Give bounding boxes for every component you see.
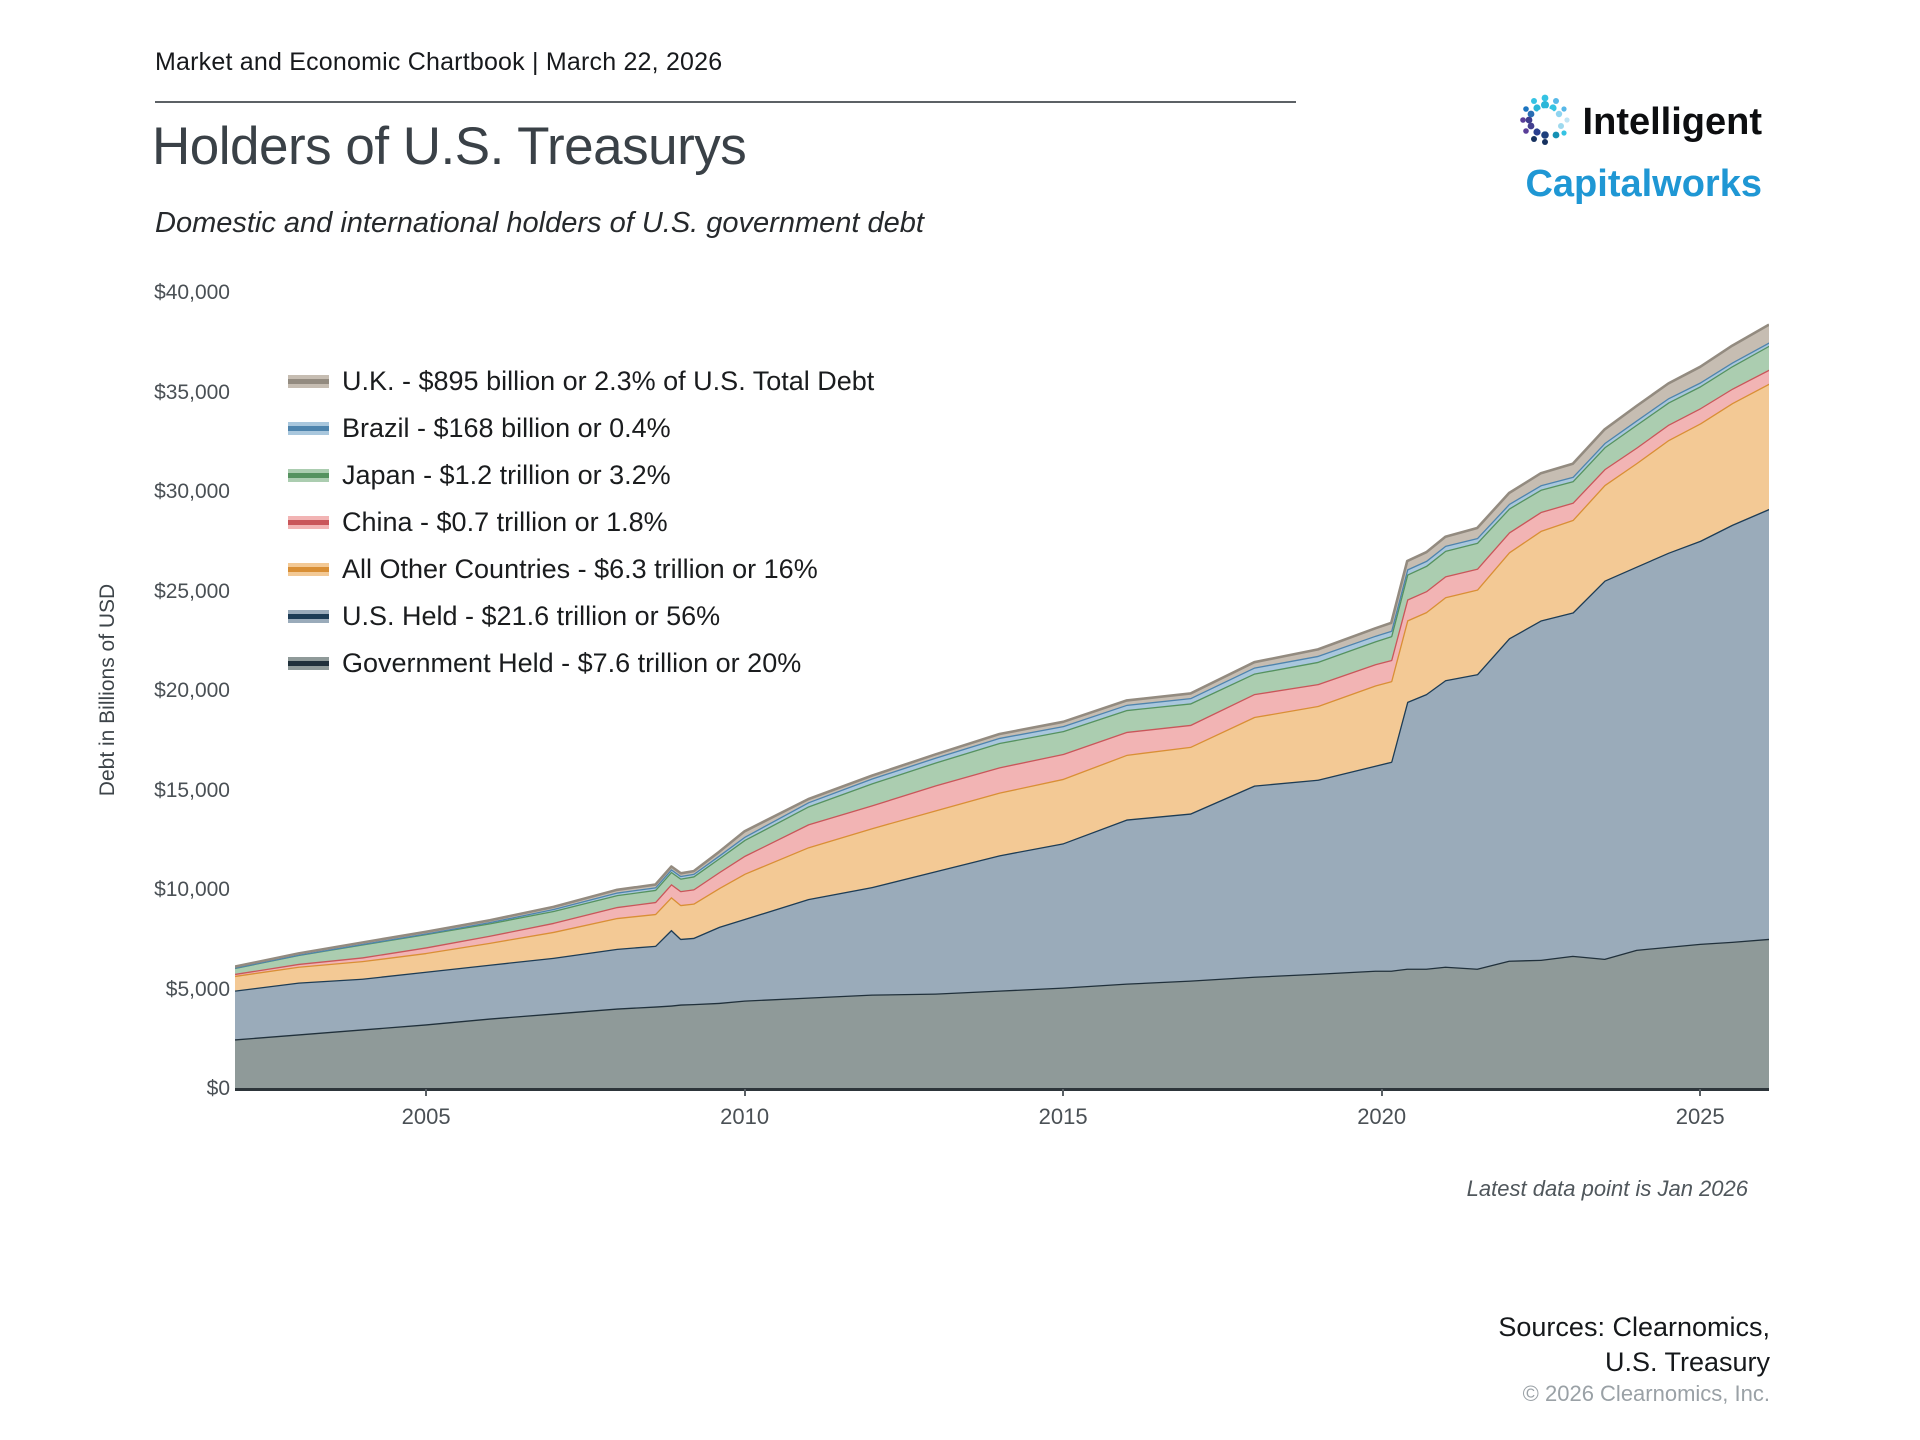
legend-item-brazil: Brazil - $168 billion or 0.4% bbox=[288, 405, 874, 452]
brand-name-line2: Capitalworks bbox=[1525, 163, 1762, 205]
chart-legend: U.K. - $895 billion or 2.3% of U.S. Tota… bbox=[288, 358, 874, 687]
x-tick-label: 2015 bbox=[1038, 1104, 1088, 1129]
area-government bbox=[235, 938, 1769, 1090]
legend-item-all_other: All Other Countries - $6.3 trillion or 1… bbox=[288, 546, 874, 593]
x-tick-mark bbox=[1062, 1089, 1065, 1096]
x-tick-mark bbox=[1380, 1089, 1383, 1096]
legend-label-us_held: U.S. Held - $21.6 trillion or 56% bbox=[342, 601, 721, 631]
y-tick-label: $10,000 bbox=[154, 878, 230, 901]
y-tick-label: $35,000 bbox=[154, 380, 230, 404]
y-tick-label: $30,000 bbox=[154, 480, 230, 503]
chartbook-eyebrow: Market and Economic Chartbook | March 22… bbox=[155, 48, 723, 76]
legend-item-japan: Japan - $1.2 trillion or 3.2% bbox=[288, 452, 874, 499]
area-us_held bbox=[235, 508, 1769, 1040]
sources-line1: Sources: Clearnomics, bbox=[1498, 1312, 1770, 1342]
sources-block: Sources: Clearnomics, U.S. Treasury bbox=[1498, 1310, 1770, 1380]
legend-label-all_other: All Other Countries - $6.3 trillion or 1… bbox=[342, 554, 818, 584]
y-tick-label: $40,000 bbox=[154, 281, 230, 304]
y-tick-label: $5,000 bbox=[165, 977, 230, 1001]
brand-burst-icon: C bbox=[1513, 88, 1577, 156]
legend-item-government: Government Held - $7.6 trillion or 20% bbox=[288, 640, 874, 687]
y-tick-label: $0 bbox=[206, 1077, 230, 1100]
stacked-area-chart bbox=[234, 292, 1770, 1095]
legend-label-brazil: Brazil - $168 billion or 0.4% bbox=[342, 413, 671, 443]
legend-label-government: Government Held - $7.6 trillion or 20% bbox=[342, 648, 802, 678]
x-axis-line bbox=[235, 1088, 1769, 1091]
y-tick-label: $25,000 bbox=[154, 579, 230, 603]
page-subtitle: Domestic and international holders of U.… bbox=[155, 207, 924, 239]
legend-swatch-all_other bbox=[288, 563, 329, 576]
legend-label-china: China - $0.7 trillion or 1.8% bbox=[342, 507, 668, 537]
x-tick-mark bbox=[425, 1089, 428, 1096]
brand-logo: C Intelligent Capitalworks bbox=[1513, 88, 1762, 203]
legend-label-japan: Japan - $1.2 trillion or 3.2% bbox=[342, 460, 671, 490]
legend-item-china: China - $0.7 trillion or 1.8% bbox=[288, 499, 874, 546]
legend-swatch-china bbox=[288, 516, 329, 529]
legend-swatch-brazil bbox=[288, 422, 329, 435]
y-tick-label: $20,000 bbox=[154, 679, 230, 702]
x-tick-label: 2020 bbox=[1357, 1104, 1407, 1129]
latest-data-footnote: Latest data point is Jan 2026 bbox=[1466, 1176, 1748, 1201]
x-tick-label: 2010 bbox=[720, 1104, 770, 1129]
page-title: Holders of U.S. Treasurys bbox=[152, 117, 747, 176]
x-tick-mark bbox=[1699, 1089, 1702, 1096]
legend-item-us_held: U.S. Held - $21.6 trillion or 56% bbox=[288, 593, 874, 640]
copyright-note: © 2026 Clearnomics, Inc. bbox=[1522, 1381, 1770, 1406]
x-tick-label: 2005 bbox=[401, 1104, 451, 1129]
sources-line2: U.S. Treasury bbox=[1604, 1347, 1770, 1377]
x-tick-label: 2025 bbox=[1675, 1104, 1725, 1129]
y-tick-label: $15,000 bbox=[154, 778, 230, 802]
legend-swatch-japan bbox=[288, 469, 329, 482]
line-uk bbox=[234, 323, 1770, 968]
x-tick-mark bbox=[743, 1089, 746, 1096]
legend-swatch-uk bbox=[288, 375, 329, 388]
legend-swatch-us_held bbox=[288, 610, 329, 623]
legend-label-uk: U.K. - $895 billion or 2.3% of U.S. Tota… bbox=[342, 366, 875, 396]
header-divider bbox=[155, 101, 1296, 103]
legend-item-uk: U.K. - $895 billion or 2.3% of U.S. Tota… bbox=[288, 358, 874, 405]
brand-name-line1: Intelligent bbox=[1582, 101, 1762, 143]
legend-swatch-government bbox=[288, 657, 329, 670]
svg-text:C: C bbox=[1533, 102, 1556, 138]
